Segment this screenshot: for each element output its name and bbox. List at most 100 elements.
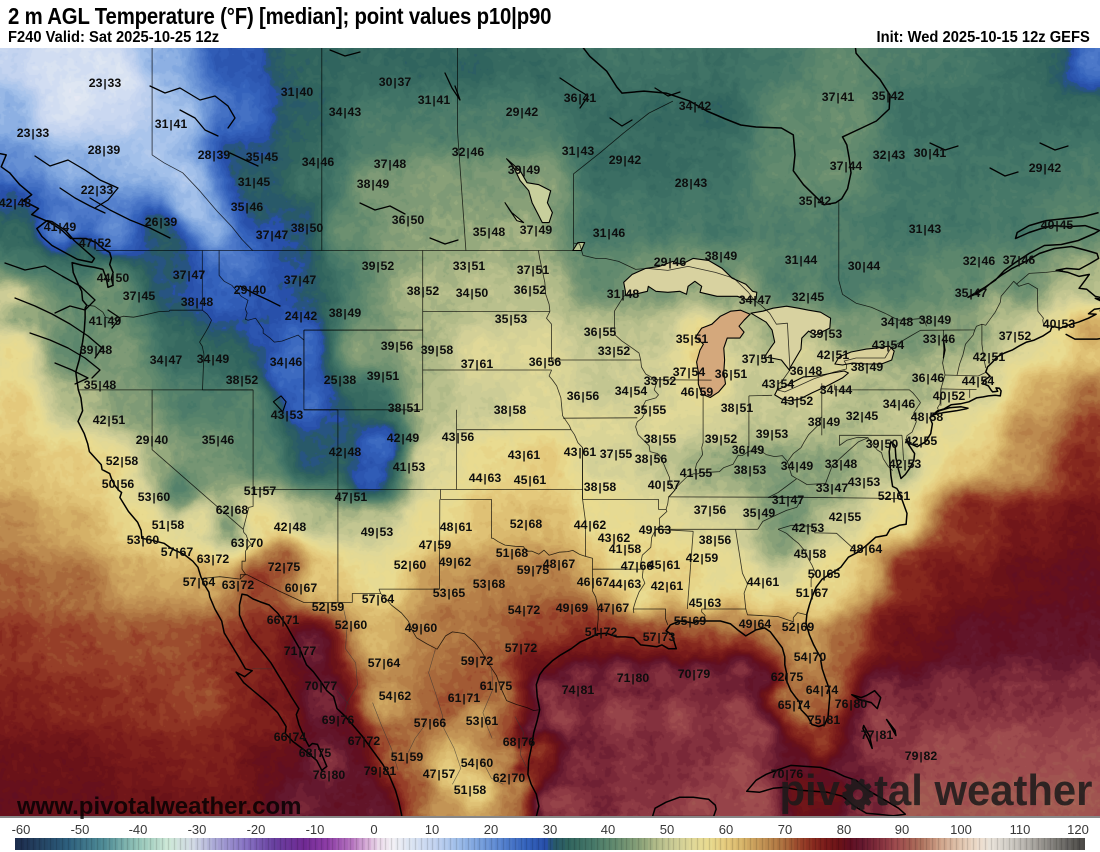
- svg-text:70 | 76: 70 | 76: [771, 767, 804, 781]
- svg-text:33 | 48: 33 | 48: [825, 457, 858, 471]
- svg-text:41 | 55: 41 | 55: [680, 466, 713, 480]
- svg-text:37 | 52: 37 | 52: [999, 329, 1032, 343]
- svg-text:43 | 52: 43 | 52: [781, 394, 814, 408]
- svg-text:29 | 40: 29 | 40: [136, 433, 169, 447]
- svg-text:53 | 61: 53 | 61: [466, 714, 499, 728]
- svg-text:59 | 75: 59 | 75: [517, 563, 550, 577]
- svg-text:52 | 60: 52 | 60: [394, 558, 427, 572]
- svg-text:36 | 56: 36 | 56: [567, 389, 600, 403]
- svg-text:52 | 61: 52 | 61: [878, 489, 911, 503]
- svg-text:37 | 47: 37 | 47: [256, 228, 289, 242]
- svg-text:32 | 45: 32 | 45: [792, 290, 825, 304]
- svg-text:62 | 68: 62 | 68: [216, 503, 249, 517]
- svg-text:49 | 63: 49 | 63: [639, 523, 672, 537]
- svg-text:36 | 41: 36 | 41: [564, 91, 597, 105]
- svg-text:71 | 77: 71 | 77: [284, 644, 317, 658]
- svg-text:54 | 70: 54 | 70: [794, 650, 827, 664]
- svg-text:35 | 48: 35 | 48: [84, 378, 117, 392]
- svg-text:65 | 74: 65 | 74: [778, 698, 811, 712]
- svg-text:42 | 59: 42 | 59: [686, 551, 719, 565]
- svg-text:39 | 58: 39 | 58: [421, 343, 454, 357]
- svg-text:63 | 72: 63 | 72: [197, 552, 230, 566]
- svg-text:31 | 45: 31 | 45: [238, 175, 271, 189]
- svg-text:38 | 52: 38 | 52: [226, 373, 259, 387]
- svg-text:31 | 43: 31 | 43: [562, 144, 595, 158]
- svg-text:41 | 49: 41 | 49: [44, 220, 77, 234]
- svg-text:29 | 46: 29 | 46: [654, 255, 687, 269]
- svg-text:28 | 43: 28 | 43: [675, 176, 708, 190]
- svg-text:49 | 60: 49 | 60: [405, 621, 438, 635]
- svg-text:39 | 51: 39 | 51: [367, 369, 400, 383]
- svg-text:39 | 53: 39 | 53: [810, 327, 843, 341]
- svg-text:79 | 81: 79 | 81: [364, 764, 397, 778]
- svg-text:43 | 61: 43 | 61: [564, 445, 597, 459]
- svg-text:63 | 70: 63 | 70: [231, 536, 264, 550]
- svg-text:39 | 52: 39 | 52: [362, 259, 395, 273]
- svg-text:70 | 79: 70 | 79: [678, 667, 711, 681]
- svg-text:51 | 68: 51 | 68: [496, 546, 529, 560]
- svg-text:45 | 58: 45 | 58: [794, 547, 827, 561]
- svg-text:40 | 57: 40 | 57: [648, 478, 681, 492]
- svg-text:34 | 49: 34 | 49: [781, 459, 814, 473]
- svg-text:36 | 50: 36 | 50: [392, 213, 425, 227]
- svg-text:57 | 66: 57 | 66: [414, 716, 447, 730]
- svg-text:38 | 49: 38 | 49: [851, 360, 884, 374]
- svg-text:39 | 53: 39 | 53: [756, 427, 789, 441]
- svg-text:48 | 67: 48 | 67: [543, 557, 576, 571]
- svg-text:34 | 46: 34 | 46: [270, 355, 303, 369]
- svg-text:44 | 61: 44 | 61: [747, 575, 780, 589]
- svg-text:51 | 67: 51 | 67: [796, 586, 829, 600]
- svg-text:28 | 39: 28 | 39: [88, 143, 121, 157]
- svg-text:36 | 56: 36 | 56: [529, 355, 562, 369]
- svg-text:38 | 49: 38 | 49: [808, 415, 841, 429]
- svg-text:43 | 61: 43 | 61: [508, 448, 541, 462]
- svg-text:37 | 47: 37 | 47: [284, 273, 317, 287]
- svg-text:35 | 46: 35 | 46: [231, 200, 264, 214]
- svg-text:23 | 33: 23 | 33: [17, 126, 50, 140]
- svg-text:34 | 44: 34 | 44: [820, 383, 853, 397]
- svg-text:48 | 64: 48 | 64: [850, 542, 883, 556]
- svg-text:51 | 58: 51 | 58: [454, 783, 487, 797]
- svg-text:43 | 54: 43 | 54: [872, 338, 905, 352]
- svg-text:42 | 55: 42 | 55: [829, 510, 862, 524]
- svg-text:54 | 62: 54 | 62: [379, 689, 412, 703]
- svg-text:37 | 48: 37 | 48: [374, 157, 407, 171]
- svg-text:38 | 53: 38 | 53: [734, 463, 767, 477]
- svg-text:33 | 47: 33 | 47: [816, 481, 849, 495]
- svg-text:34 | 47: 34 | 47: [150, 353, 183, 367]
- svg-text:35 | 47: 35 | 47: [955, 286, 988, 300]
- svg-text:35 | 42: 35 | 42: [872, 89, 905, 103]
- svg-text:47 | 67: 47 | 67: [597, 601, 630, 615]
- svg-text:32 | 45: 32 | 45: [846, 409, 879, 423]
- svg-text:46 | 67: 46 | 67: [577, 575, 610, 589]
- svg-text:37 | 49: 37 | 49: [520, 223, 553, 237]
- svg-text:76 | 80: 76 | 80: [313, 768, 346, 782]
- svg-text:63 | 72: 63 | 72: [222, 578, 255, 592]
- svg-text:35 | 53: 35 | 53: [495, 312, 528, 326]
- svg-text:49 | 53: 49 | 53: [361, 525, 394, 539]
- svg-text:37 | 44: 37 | 44: [830, 159, 863, 173]
- svg-text:51 | 58: 51 | 58: [152, 518, 185, 532]
- svg-text:26 | 39: 26 | 39: [145, 215, 178, 229]
- svg-text:35 | 51: 35 | 51: [676, 332, 709, 346]
- svg-text:29 | 42: 29 | 42: [1029, 161, 1062, 175]
- svg-text:44 | 63: 44 | 63: [609, 577, 642, 591]
- svg-text:42 | 48: 42 | 48: [274, 520, 307, 534]
- svg-text:47 | 66: 47 | 66: [621, 559, 654, 573]
- svg-text:43 | 56: 43 | 56: [442, 430, 475, 444]
- svg-text:38 | 52: 38 | 52: [407, 284, 440, 298]
- svg-text:49 | 64: 49 | 64: [739, 617, 772, 631]
- svg-text:49 | 69: 49 | 69: [556, 601, 589, 615]
- svg-text:29 | 42: 29 | 42: [506, 105, 539, 119]
- svg-text:50 | 65: 50 | 65: [808, 567, 841, 581]
- svg-text:47 | 52: 47 | 52: [79, 236, 112, 250]
- svg-text:75 | 81: 75 | 81: [808, 713, 841, 727]
- svg-text:38 | 49: 38 | 49: [357, 177, 390, 191]
- svg-text:29 | 42: 29 | 42: [609, 153, 642, 167]
- svg-text:37 | 54: 37 | 54: [673, 365, 706, 379]
- svg-text:42 | 55: 42 | 55: [905, 434, 938, 448]
- svg-text:68 | 76: 68 | 76: [503, 735, 536, 749]
- svg-text:40 | 53: 40 | 53: [1043, 317, 1076, 331]
- svg-text:52 | 69: 52 | 69: [782, 620, 815, 634]
- svg-text:47 | 59: 47 | 59: [419, 538, 452, 552]
